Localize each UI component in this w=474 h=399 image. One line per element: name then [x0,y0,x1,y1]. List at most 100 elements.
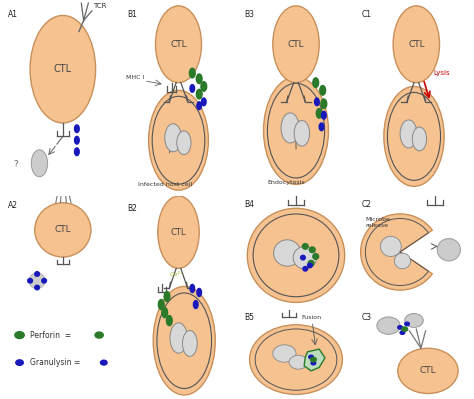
Circle shape [16,360,23,365]
Circle shape [384,87,444,186]
Circle shape [398,348,458,393]
Circle shape [247,208,345,302]
Circle shape [320,85,326,95]
Circle shape [35,285,39,290]
Circle shape [311,361,316,365]
Circle shape [281,113,299,143]
Circle shape [28,279,32,283]
Circle shape [197,288,201,296]
Circle shape [301,255,305,260]
Circle shape [310,358,316,362]
Circle shape [308,263,312,268]
Text: CTL: CTL [419,366,436,375]
Circle shape [398,326,402,329]
Circle shape [162,308,168,318]
Text: ?: ? [14,160,18,169]
Circle shape [193,300,198,308]
Circle shape [165,124,182,152]
Circle shape [289,355,308,369]
Circle shape [377,317,400,334]
Circle shape [310,247,315,253]
Circle shape [313,254,319,259]
Circle shape [74,136,79,144]
Circle shape [250,325,342,394]
Circle shape [35,272,39,276]
Circle shape [182,330,197,356]
Circle shape [158,300,164,310]
Text: Lysis: Lysis [434,70,450,76]
Text: CTL: CTL [408,40,425,49]
Circle shape [15,332,24,338]
Text: CTL: CTL [170,40,187,49]
Circle shape [313,78,319,87]
Circle shape [158,196,199,269]
Circle shape [190,85,195,92]
Circle shape [402,327,408,331]
Text: C1: C1 [362,10,372,19]
Text: CTL: CTL [171,228,186,237]
Circle shape [170,323,187,353]
Text: TCR: TCR [93,3,107,9]
Circle shape [321,99,327,109]
Circle shape [294,120,310,146]
Circle shape [393,6,439,83]
Circle shape [29,273,46,288]
Circle shape [400,120,417,148]
Text: A1: A1 [8,10,18,19]
Text: B4: B4 [244,200,254,209]
Text: Ca²⁺: Ca²⁺ [169,273,183,277]
Text: B1: B1 [127,10,137,19]
Circle shape [316,109,322,118]
Circle shape [155,6,201,83]
Circle shape [164,292,170,302]
Circle shape [308,261,314,266]
Text: B2: B2 [127,204,137,213]
Circle shape [149,90,209,190]
Circle shape [319,123,324,130]
Text: B5: B5 [244,314,254,322]
Circle shape [201,82,207,91]
Circle shape [273,240,301,266]
Text: CTL: CTL [288,40,304,49]
Text: CTL: CTL [55,225,71,234]
Circle shape [309,355,313,359]
Circle shape [380,236,401,257]
Circle shape [264,77,328,184]
Text: Microbe
release: Microbe release [365,217,390,228]
Polygon shape [304,349,325,371]
Text: Infected host cell: Infected host cell [138,182,192,187]
Circle shape [405,314,423,328]
Wedge shape [361,214,432,290]
Circle shape [321,111,326,119]
Circle shape [153,286,215,395]
Circle shape [437,239,460,261]
Circle shape [196,74,202,84]
Circle shape [74,125,79,132]
Circle shape [302,244,308,249]
Text: Perforin  =: Perforin = [30,331,71,340]
Circle shape [400,331,405,334]
Circle shape [412,127,427,151]
Circle shape [405,322,410,326]
Text: MHC I: MHC I [126,75,144,80]
Text: Fusion: Fusion [302,315,322,320]
Circle shape [273,345,296,362]
Text: B3: B3 [244,10,254,19]
Circle shape [190,284,195,292]
Circle shape [42,279,46,283]
Circle shape [196,89,202,99]
Circle shape [394,253,410,269]
Circle shape [95,332,103,338]
Text: C3: C3 [362,314,372,322]
Circle shape [31,150,47,177]
Text: CTL: CTL [54,64,72,74]
Circle shape [201,98,206,106]
Circle shape [177,131,191,155]
Circle shape [190,68,195,78]
Circle shape [74,148,79,156]
Text: Endocytosis: Endocytosis [267,180,305,186]
Text: C2: C2 [362,200,372,209]
Circle shape [197,102,201,109]
Circle shape [315,98,319,106]
Circle shape [293,247,316,269]
